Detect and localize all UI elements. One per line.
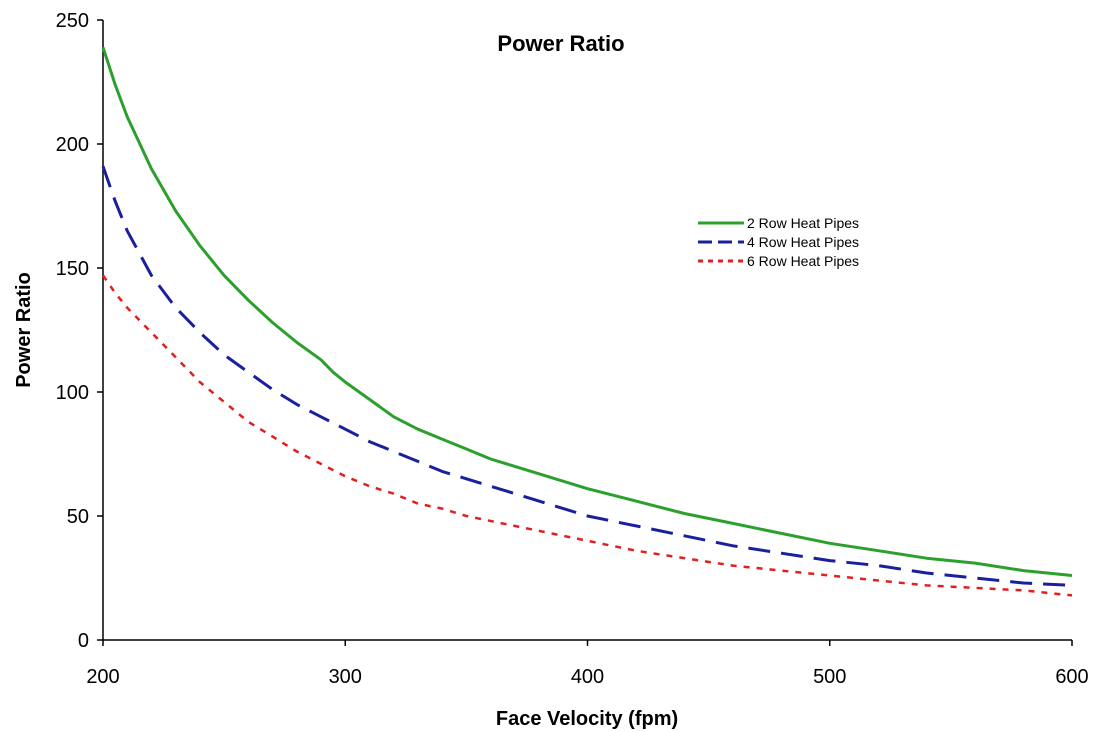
- y-tick-label: 0: [78, 630, 89, 652]
- y-axis-title: Power Ratio: [13, 272, 35, 388]
- series-line: [101, 274, 1073, 597]
- legend-label: 4 Row Heat Pipes: [747, 234, 859, 250]
- legend-entry: 6 Row Heat Pipes: [698, 253, 859, 269]
- y-ticks: 0 50 100 150 200 250: [56, 10, 103, 652]
- chart-title: Power Ratio: [497, 31, 624, 56]
- legend-entry: 4 Row Heat Pipes: [698, 234, 859, 250]
- y-tick-label: 200: [56, 134, 89, 156]
- series-line: [101, 165, 1073, 587]
- x-tick-label: 200: [86, 666, 119, 688]
- x-tick-label: 400: [571, 666, 604, 688]
- y-tick-label: 50: [67, 506, 89, 528]
- y-tick-label: 100: [56, 382, 89, 404]
- x-tick-label: 500: [813, 666, 846, 688]
- y-tick-label: 250: [56, 10, 89, 32]
- series-lines: [101, 46, 1073, 597]
- x-axis-title: Face Velocity (fpm): [496, 708, 678, 730]
- legend-label: 2 Row Heat Pipes: [747, 215, 859, 231]
- legend: 2 Row Heat Pipes 4 Row Heat Pipes 6 Row …: [698, 215, 859, 269]
- x-tick-label: 300: [329, 666, 362, 688]
- plot-area: 0 50 100 150 200 250 200 300 400 500 600: [56, 10, 1089, 688]
- series-line: [101, 46, 1073, 577]
- legend-entry: 2 Row Heat Pipes: [698, 215, 859, 231]
- legend-label: 6 Row Heat Pipes: [747, 253, 859, 269]
- y-tick-label: 150: [56, 258, 89, 280]
- x-ticks: 200 300 400 500 600: [86, 640, 1089, 688]
- x-tick-label: 600: [1055, 666, 1088, 688]
